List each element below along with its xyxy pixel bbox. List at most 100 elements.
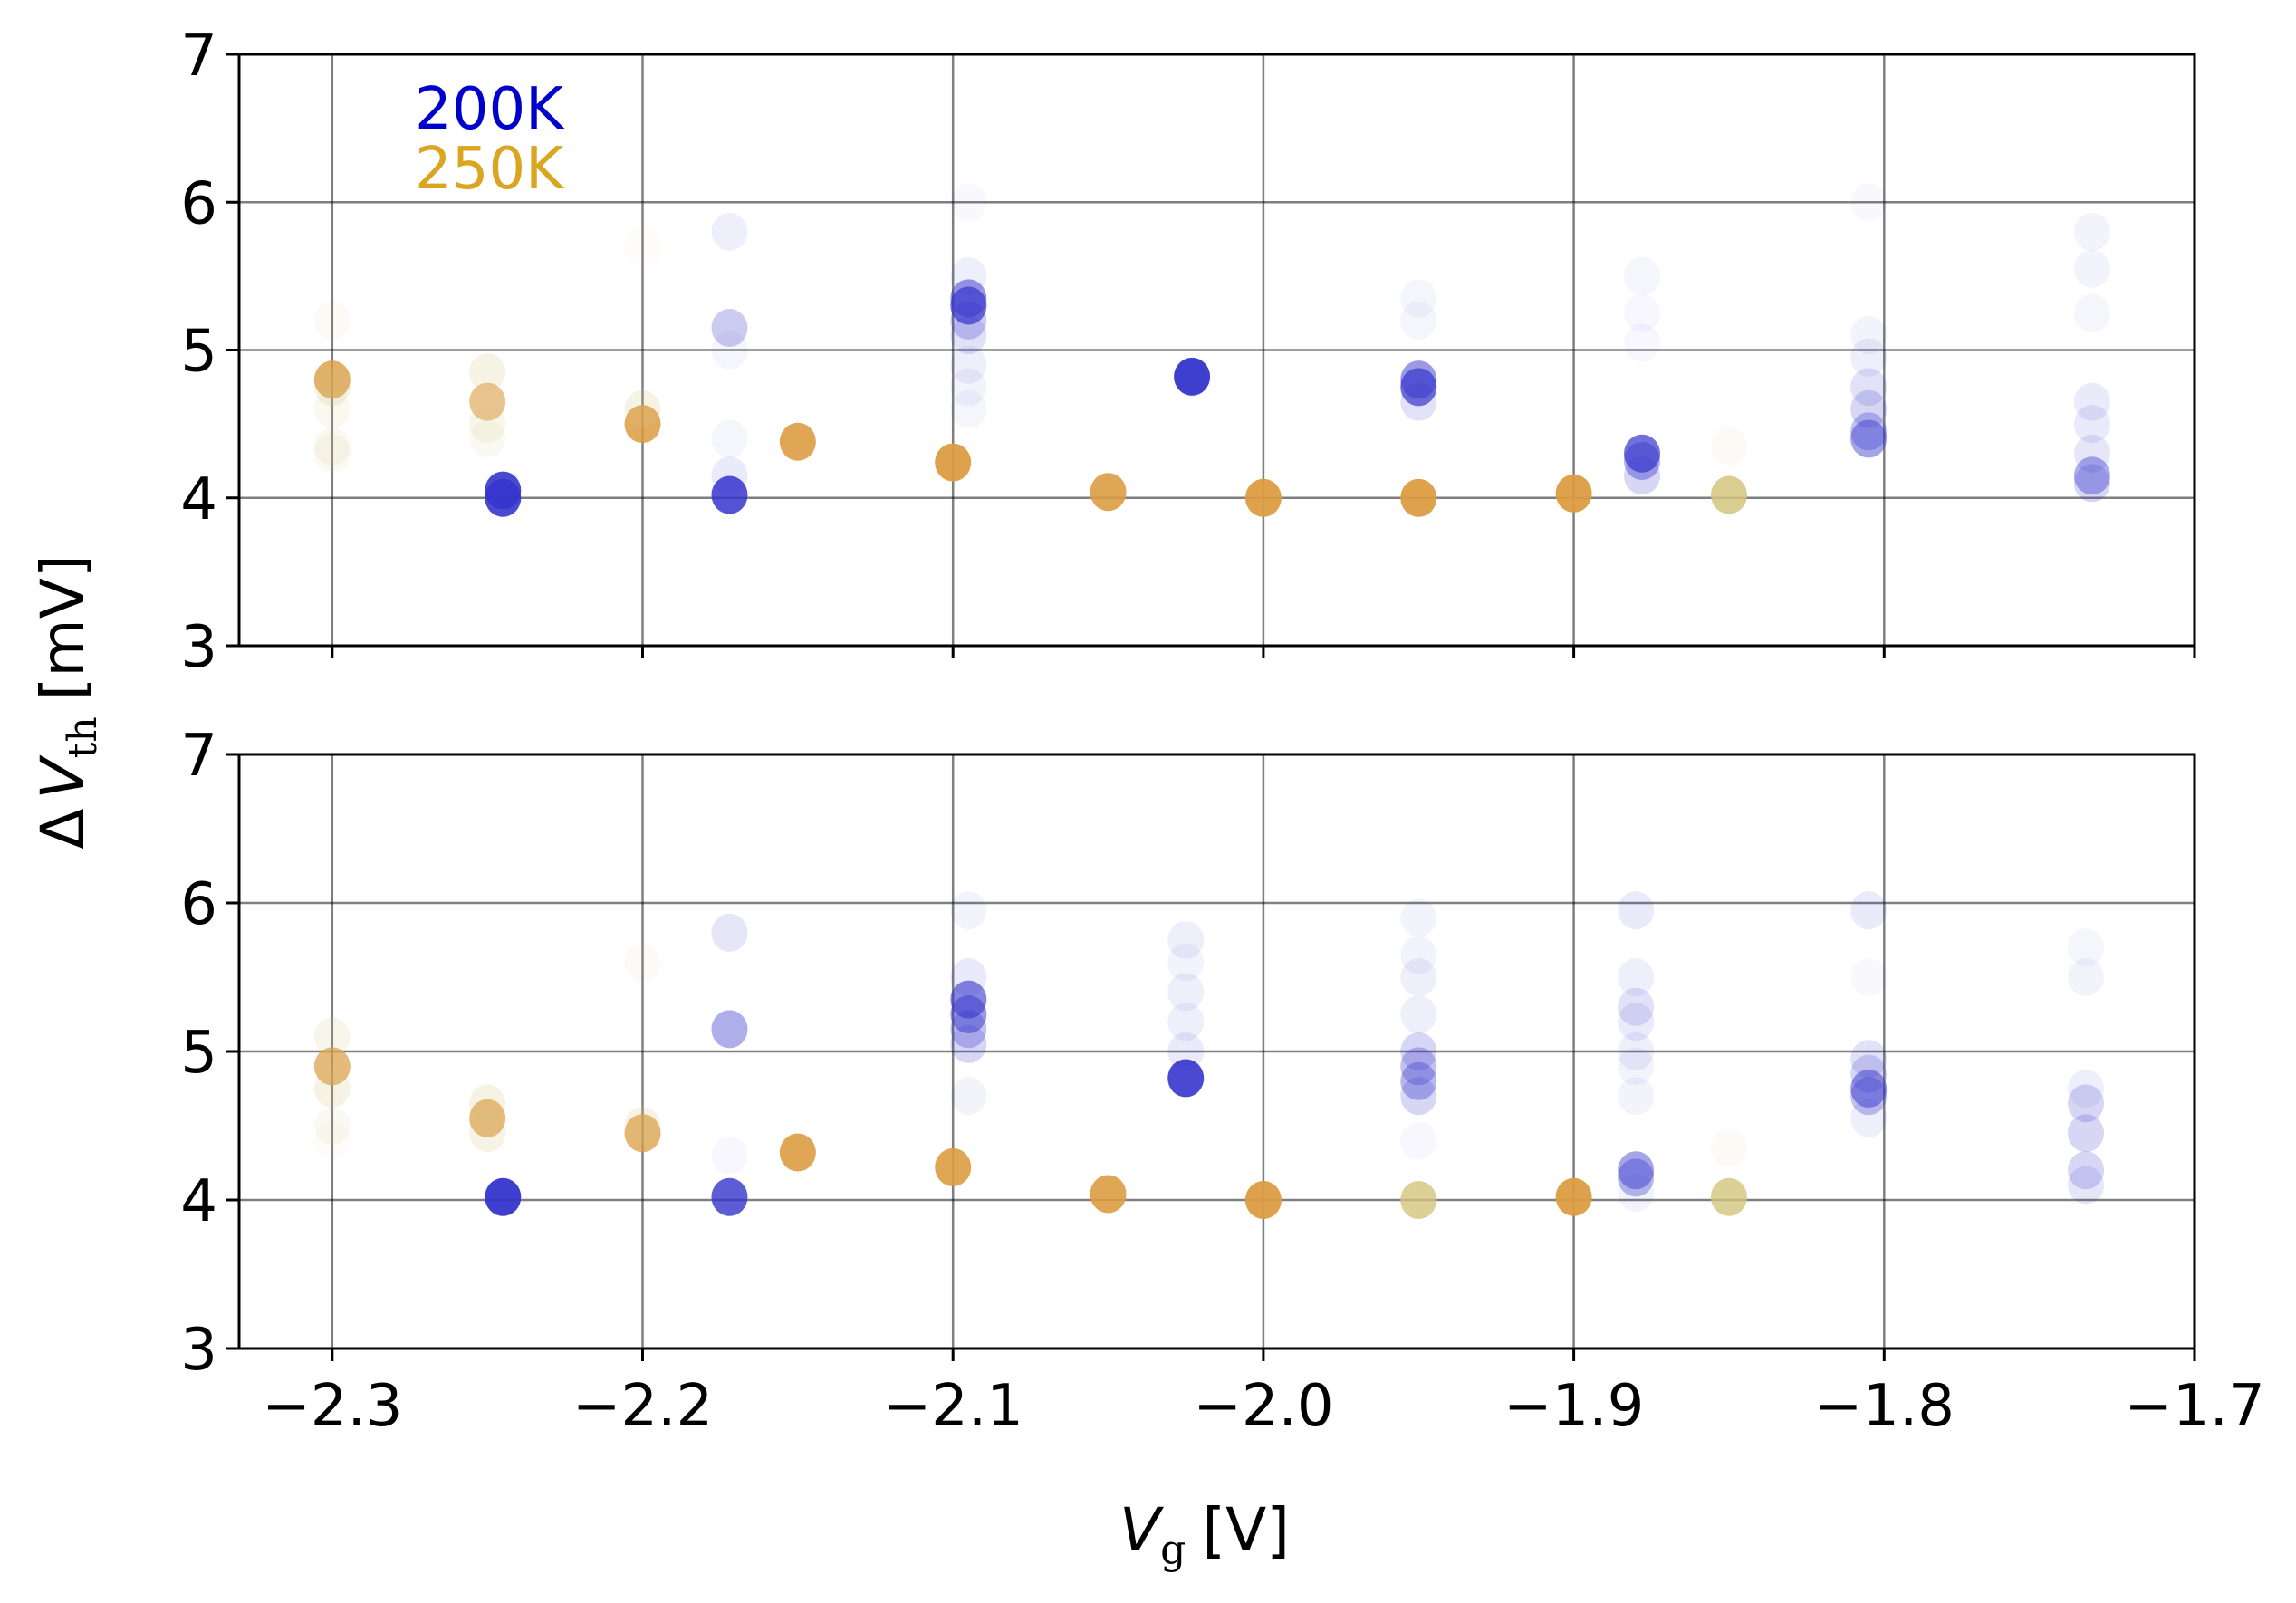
y-tick-label: 5 xyxy=(180,319,217,386)
y-tick-label: 6 xyxy=(180,170,217,237)
data-point-250k xyxy=(313,368,351,407)
y-label-var: V xyxy=(28,754,98,799)
data-point-250k xyxy=(624,943,661,982)
data-point-200k xyxy=(2073,212,2110,251)
data-point-250k xyxy=(624,1107,661,1145)
data-point-200k xyxy=(950,368,987,407)
data-point-250k xyxy=(624,1114,661,1153)
data-point-200k xyxy=(1850,338,1888,377)
data-point-250k xyxy=(313,1070,351,1108)
data-point-250k xyxy=(1710,475,1747,514)
data-point-200k xyxy=(1850,958,1887,996)
x-axis-label: Vg [V] xyxy=(1119,1495,1290,1573)
y-axis-label: ΔVth [mV] xyxy=(28,554,106,849)
data-point-200k xyxy=(1167,921,1205,959)
data-point-250k xyxy=(469,419,506,458)
y-tick-label: 3 xyxy=(180,614,217,681)
data-point-250k xyxy=(1710,1128,1747,1167)
y-tick-label: 4 xyxy=(180,1168,217,1235)
data-point-200k xyxy=(950,958,987,996)
data-point-250k xyxy=(469,1114,506,1153)
data-point-200k xyxy=(1850,419,1888,458)
data-point-250k xyxy=(1555,474,1592,513)
data-point-200k xyxy=(1167,943,1205,982)
data-point-250k xyxy=(1400,478,1437,517)
axes-frame xyxy=(237,53,2196,648)
data-point-200k xyxy=(711,1136,748,1175)
data-point-200k xyxy=(1850,183,1887,221)
y-label-sub: th xyxy=(60,716,106,758)
data-point-200k xyxy=(1400,898,1437,937)
data-point-200k xyxy=(950,279,987,318)
data-point-200k xyxy=(2073,293,2110,332)
data-point-250k xyxy=(779,422,816,461)
data-point-200k xyxy=(1850,1077,1888,1116)
data-point-200k xyxy=(950,1024,987,1063)
data-point-200k xyxy=(2068,1166,2105,1205)
data-point-200k xyxy=(1618,1077,1655,1116)
x-label-unit: [V] xyxy=(1202,1495,1290,1565)
data-point-200k xyxy=(711,1010,748,1049)
legend-200k: 200K xyxy=(415,76,565,143)
data-point-200k xyxy=(2068,1114,2105,1153)
x-tick-label: −2.0 xyxy=(1193,1373,1333,1440)
data-point-250k xyxy=(469,1084,506,1123)
data-point-200k xyxy=(2073,382,2110,421)
data-point-200k xyxy=(2073,456,2110,495)
data-point-200k xyxy=(2073,464,2110,503)
data-point-200k xyxy=(1400,958,1437,996)
data-point-200k xyxy=(485,478,522,517)
data-point-200k xyxy=(1400,382,1437,421)
y-tick-label: 6 xyxy=(180,871,217,938)
data-point-200k xyxy=(1850,891,1888,930)
data-point-200k xyxy=(711,331,748,370)
data-point-250k xyxy=(313,360,351,399)
data-point-200k xyxy=(1167,973,1205,1012)
data-point-200k xyxy=(1850,389,1888,428)
data-point-200k xyxy=(711,212,748,251)
data-point-200k xyxy=(711,456,748,495)
x-tick-label: −1.9 xyxy=(1503,1373,1644,1440)
x-tick-label: −2.3 xyxy=(262,1373,402,1440)
data-point-200k xyxy=(1167,1032,1205,1070)
data-point-200k xyxy=(1400,1047,1437,1086)
data-point-200k xyxy=(1618,1151,1655,1190)
data-point-200k xyxy=(1618,891,1655,930)
data-point-250k xyxy=(624,227,661,266)
y-label-unit: [mV] xyxy=(28,554,98,700)
data-point-200k xyxy=(2068,958,2105,996)
data-point-250k xyxy=(313,427,351,466)
data-point-200k xyxy=(1400,360,1437,399)
x-tick-label: −2.1 xyxy=(883,1373,1023,1440)
x-tick-label: −2.2 xyxy=(572,1373,713,1440)
y-tick-label: 7 xyxy=(180,723,217,790)
y-label-symbol: Δ xyxy=(28,808,98,849)
data-point-200k xyxy=(1850,412,1888,451)
data-point-250k xyxy=(1244,1181,1282,1219)
data-point-200k xyxy=(1400,936,1437,974)
data-point-200k xyxy=(950,316,987,355)
data-point-200k xyxy=(1400,1077,1437,1116)
x-tick-label: −1.7 xyxy=(2124,1373,2264,1440)
data-point-200k xyxy=(950,1077,987,1116)
data-point-200k xyxy=(950,256,987,295)
data-point-200k xyxy=(1400,301,1437,340)
data-point-250k xyxy=(779,1133,816,1172)
data-point-250k xyxy=(469,352,506,391)
data-point-200k xyxy=(2068,1084,2105,1123)
data-point-250k xyxy=(1244,478,1282,517)
data-point-200k xyxy=(1174,357,1211,396)
data-point-200k xyxy=(2068,1151,2105,1190)
data-point-200k xyxy=(2073,434,2110,473)
data-point-200k xyxy=(950,301,987,340)
x-tick-label: −1.8 xyxy=(1814,1373,1955,1440)
data-point-200k xyxy=(1618,1047,1655,1086)
data-point-250k xyxy=(313,1121,351,1160)
data-point-250k xyxy=(469,382,506,421)
y-tick-label: 3 xyxy=(180,1317,217,1384)
data-point-200k xyxy=(2068,1070,2105,1108)
data-point-200k xyxy=(950,183,986,221)
data-point-200k xyxy=(1167,1003,1205,1041)
data-point-200k xyxy=(1623,256,1660,295)
